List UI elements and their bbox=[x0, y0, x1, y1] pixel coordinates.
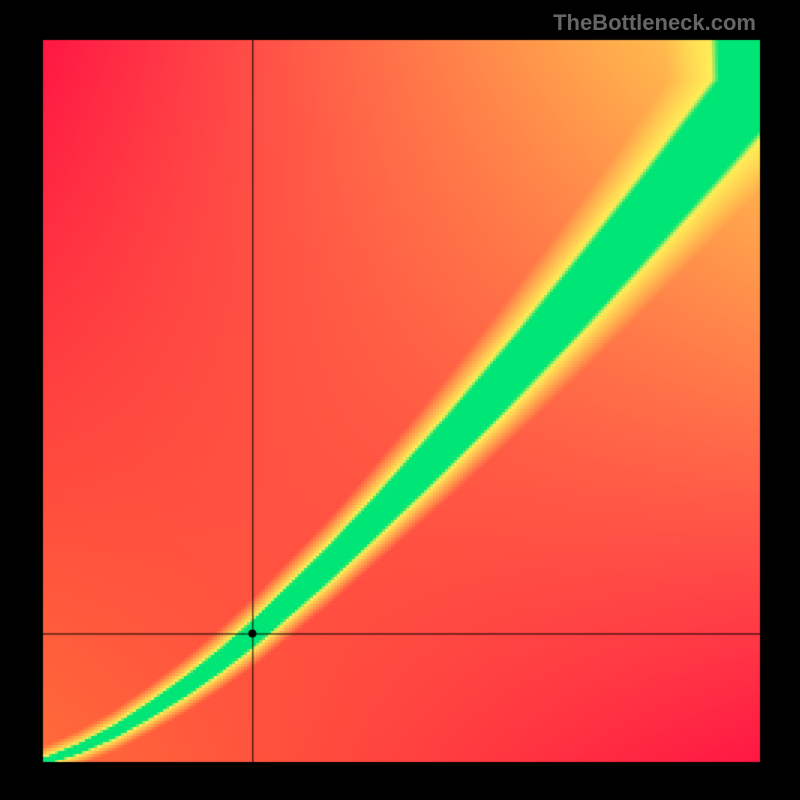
watermark-text: TheBottleneck.com bbox=[553, 10, 756, 36]
chart-container: TheBottleneck.com bbox=[0, 0, 800, 800]
bottleneck-heatmap-canvas bbox=[0, 0, 800, 800]
